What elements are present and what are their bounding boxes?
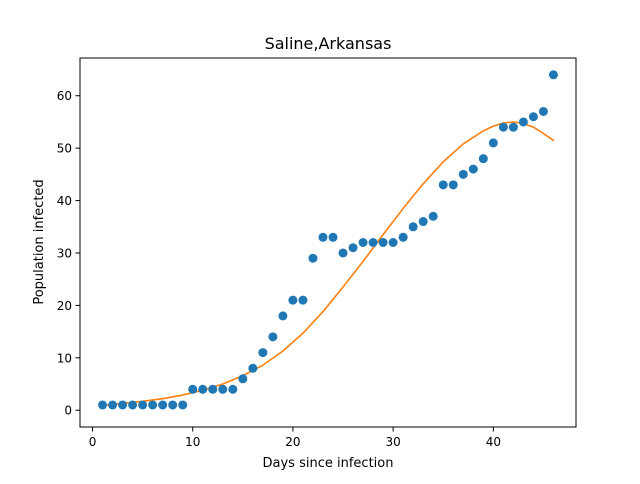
data-point <box>468 164 478 174</box>
data-point <box>148 400 158 410</box>
data-point <box>168 400 178 410</box>
data-point <box>498 122 508 132</box>
y-tick-label: 20 <box>57 299 72 313</box>
fit-curve-line <box>101 121 555 407</box>
x-tick-label: 40 <box>486 435 501 449</box>
y-tick-label: 40 <box>57 194 72 208</box>
data-point <box>338 248 348 258</box>
data-point <box>208 384 218 394</box>
data-point <box>418 217 428 227</box>
data-point <box>538 106 548 116</box>
data-point <box>228 384 238 394</box>
data-point <box>358 238 368 247</box>
data-point <box>298 295 308 305</box>
data-point <box>368 238 378 247</box>
data-point <box>198 384 208 394</box>
x-axis-label: Days since infection <box>263 456 394 471</box>
data-point <box>438 180 448 190</box>
y-tick-label: 60 <box>57 89 72 103</box>
data-point <box>518 117 528 127</box>
data-point <box>328 232 338 242</box>
data-point <box>348 243 358 253</box>
plot-area: 0 10 20 30 40 0 10 20 30 40 50 60 <box>57 57 577 449</box>
data-point <box>488 138 498 148</box>
data-point <box>408 222 418 232</box>
data-point <box>428 211 438 221</box>
y-tick-label: 10 <box>57 351 72 365</box>
y-tick-label: 0 <box>64 404 72 418</box>
data-point <box>528 112 538 122</box>
data-point <box>398 232 408 242</box>
data-point <box>378 238 388 247</box>
x-tick-label: 10 <box>185 435 200 449</box>
data-point <box>268 332 278 342</box>
data-point <box>138 400 148 410</box>
data-point <box>478 154 488 164</box>
x-tick-label: 0 <box>89 435 97 449</box>
data-point <box>508 122 518 132</box>
data-point <box>188 384 198 394</box>
data-point <box>388 238 398 247</box>
data-point <box>108 400 118 410</box>
x-tick-label: 20 <box>285 435 300 449</box>
data-point <box>258 348 268 358</box>
data-point <box>448 180 458 190</box>
data-point <box>98 400 108 410</box>
data-point <box>158 400 168 410</box>
data-point <box>128 400 138 410</box>
x-tick-label: 30 <box>385 435 400 449</box>
data-point <box>178 400 188 410</box>
x-axis-ticks: 0 10 20 30 40 <box>89 427 501 449</box>
data-point <box>118 400 128 410</box>
plot-frame <box>79 57 577 428</box>
y-tick-label: 30 <box>57 246 72 260</box>
data-point <box>278 311 288 321</box>
chart-title: Saline,Arkansas <box>265 34 392 53</box>
data-point <box>318 232 328 242</box>
series-layer <box>98 70 558 410</box>
y-axis-ticks: 0 10 20 30 40 50 60 <box>57 89 80 418</box>
data-point <box>238 374 248 384</box>
data-point <box>248 363 258 373</box>
data-point <box>548 70 558 80</box>
data-point <box>288 295 298 305</box>
data-point <box>308 253 318 263</box>
data-point <box>218 384 228 394</box>
data-point <box>458 169 468 179</box>
y-tick-label: 50 <box>57 142 72 156</box>
y-axis-label: Population infected <box>32 179 47 304</box>
